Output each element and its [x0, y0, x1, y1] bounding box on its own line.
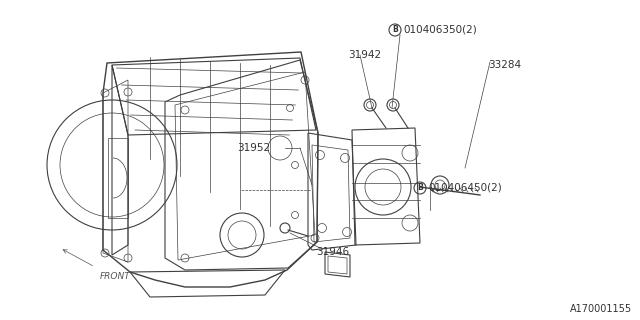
Text: 33284: 33284 [488, 60, 521, 70]
Text: 31942: 31942 [348, 50, 381, 60]
Text: 010406450(2): 010406450(2) [428, 183, 502, 193]
Text: 010406350(2): 010406350(2) [403, 25, 477, 35]
Text: B: B [417, 183, 423, 193]
Text: FRONT: FRONT [100, 272, 131, 281]
Text: A170001155: A170001155 [570, 304, 632, 314]
Text: 31946: 31946 [316, 247, 349, 257]
Text: B: B [392, 26, 398, 35]
Text: 31952: 31952 [237, 143, 270, 153]
